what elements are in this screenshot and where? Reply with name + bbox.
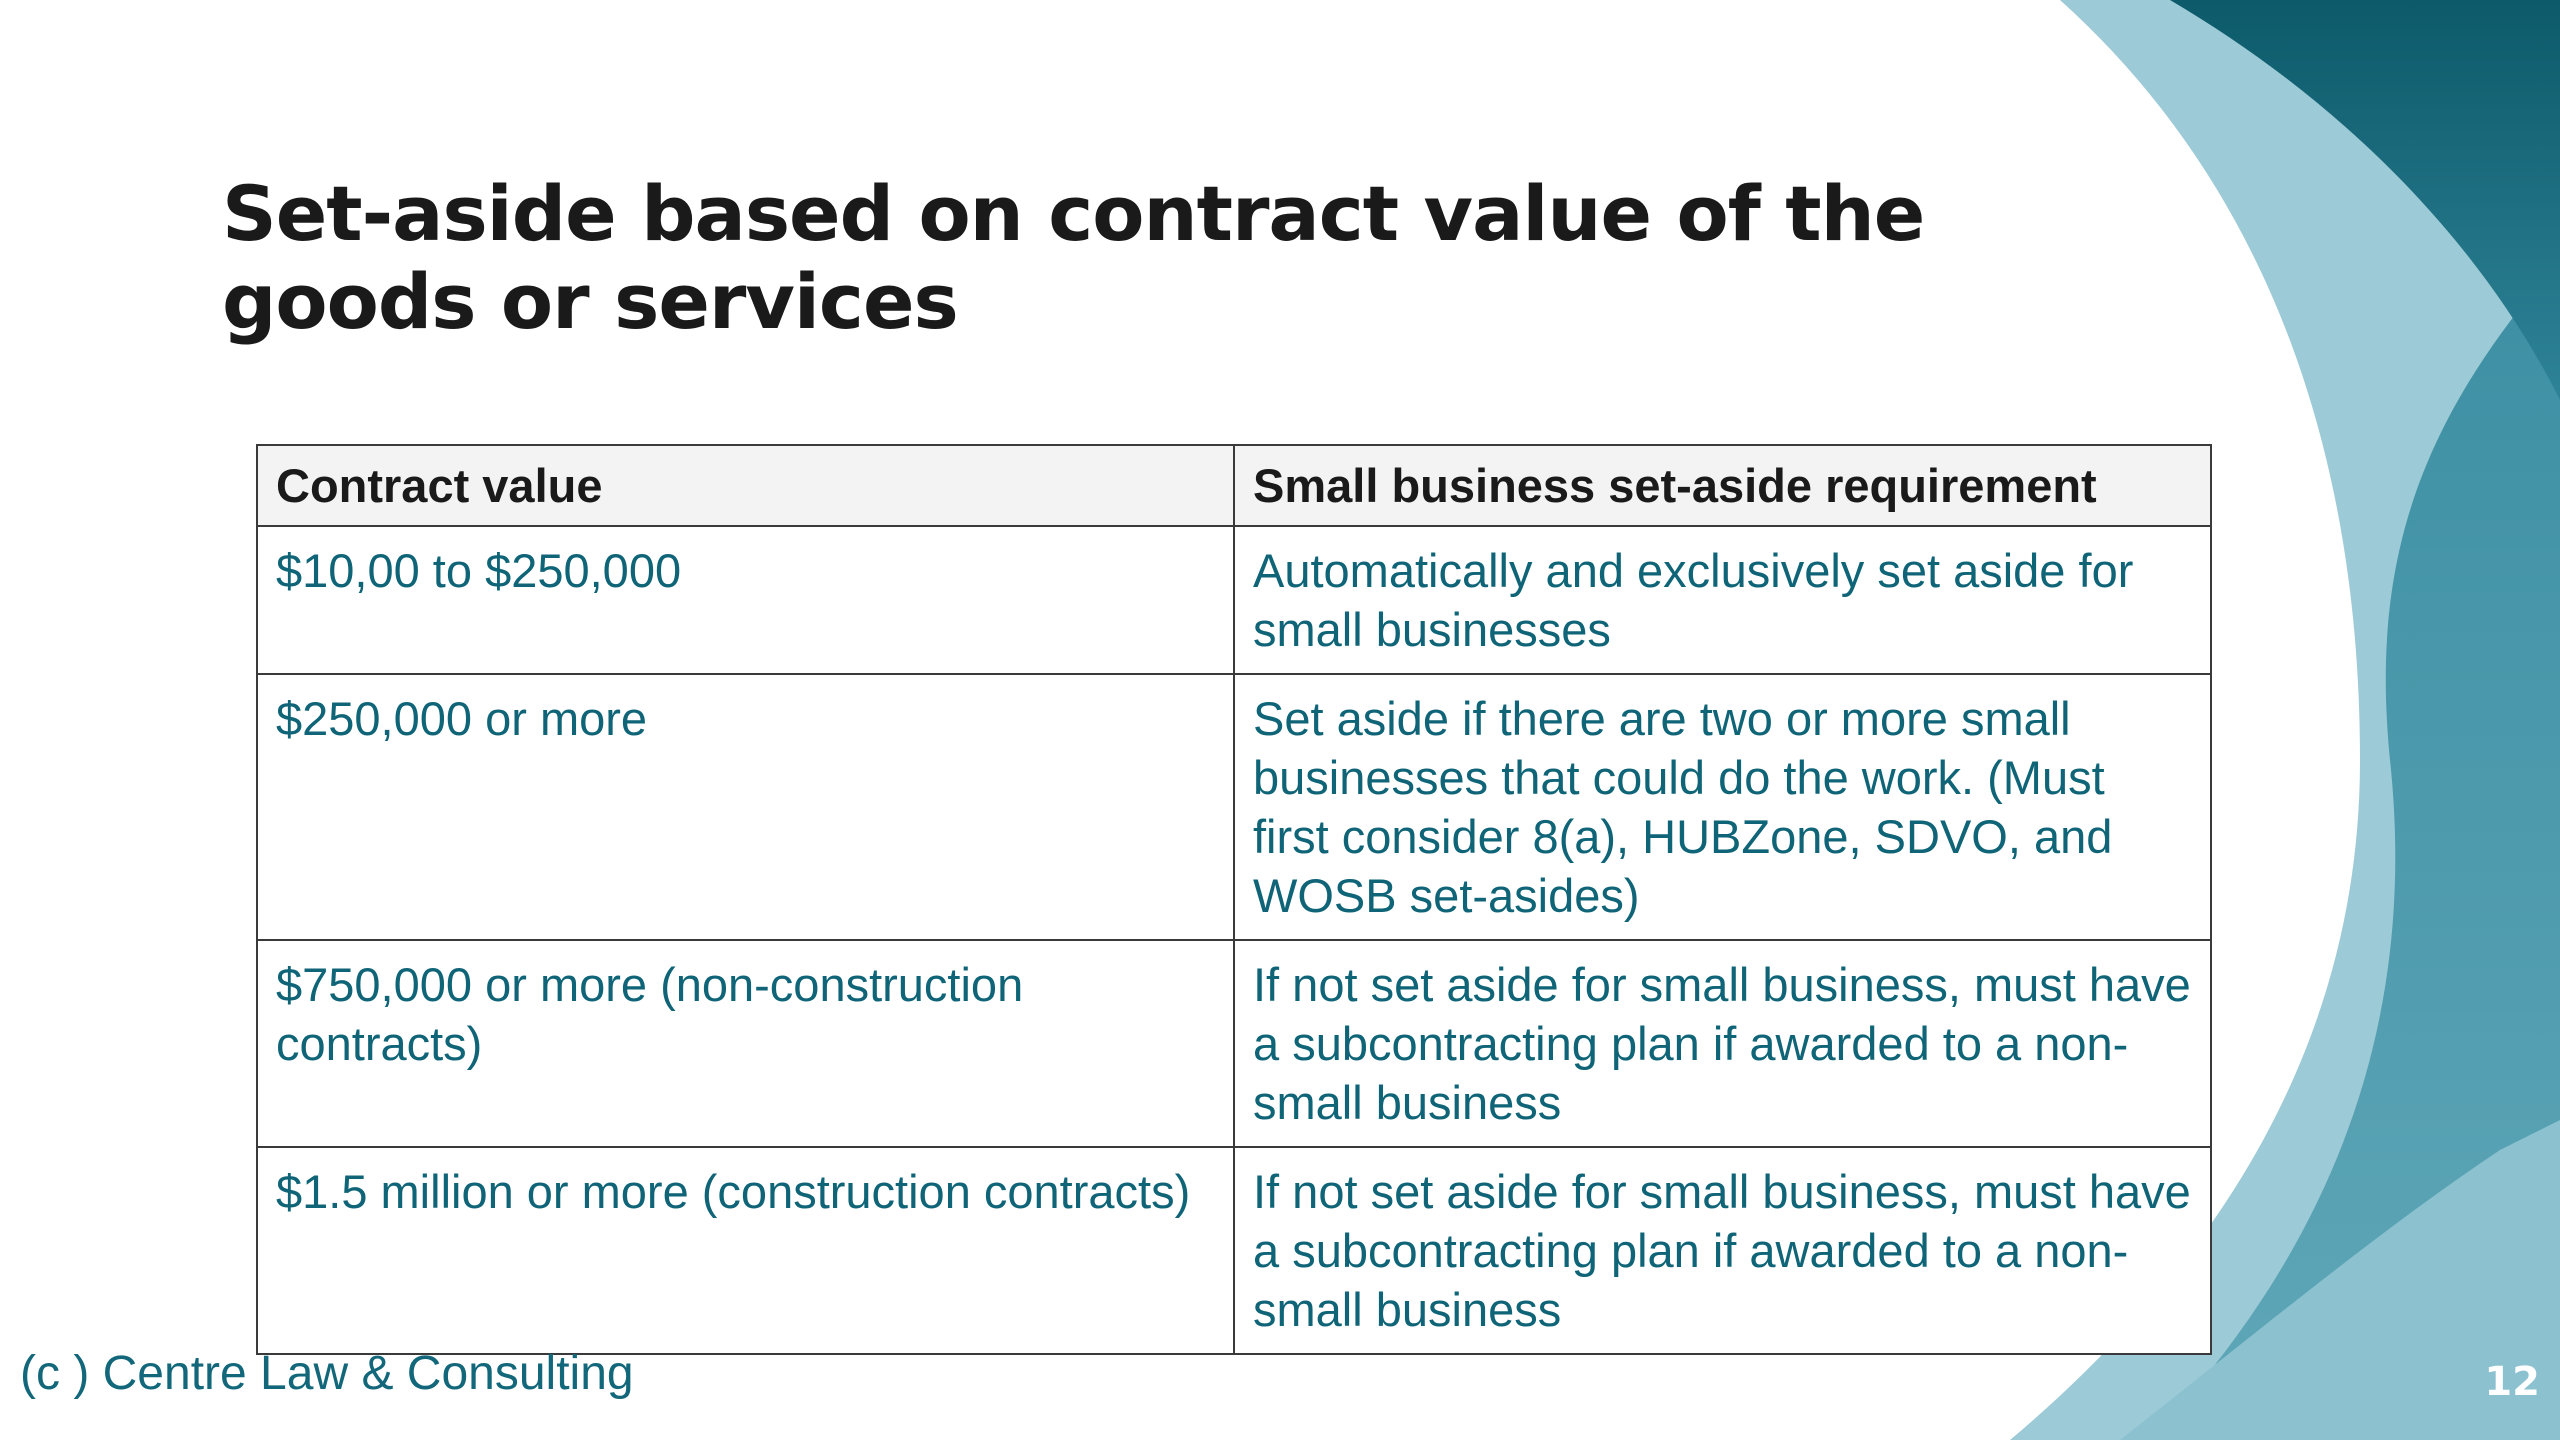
contract-value-cell: $1.5 million or more (construction contr… xyxy=(256,1146,1235,1355)
contract-value-cell: $250,000 or more xyxy=(256,673,1235,941)
table-row: $1.5 million or more (construction contr… xyxy=(256,1146,2212,1355)
contract-value-cell: $750,000 or more (non-construction contr… xyxy=(256,939,1235,1148)
requirement-cell: Set aside if there are two or more small… xyxy=(1233,673,2212,941)
wave-dark-band xyxy=(2170,0,2560,400)
page-number: 12 xyxy=(2484,1359,2540,1405)
column-header-contract-value: Contract value xyxy=(256,444,1235,527)
column-header-requirement: Small business set-aside requirement xyxy=(1233,444,2212,527)
slide-title: Set-aside based on contract value of the… xyxy=(222,169,1925,346)
table-row: $10,00 to $250,000 Automatically and exc… xyxy=(256,525,2212,675)
set-aside-table: Contract value Small business set-aside … xyxy=(256,444,2212,1355)
footer-copyright: (c ) Centre Law & Consulting xyxy=(20,1347,634,1400)
wave-bottom-sweep xyxy=(2120,1120,2560,1440)
requirement-cell: Automatically and exclusively set aside … xyxy=(1233,525,2212,675)
table-header-row: Contract value Small business set-aside … xyxy=(256,444,2212,527)
table-row: $750,000 or more (non-construction contr… xyxy=(256,939,2212,1148)
requirement-cell: If not set aside for small business, mus… xyxy=(1233,1146,2212,1355)
contract-value-cell: $10,00 to $250,000 xyxy=(256,525,1235,675)
wave-mid-band xyxy=(2150,260,2560,1440)
requirement-cell: If not set aside for small business, mus… xyxy=(1233,939,2212,1148)
table-row: $250,000 or more Set aside if there are … xyxy=(256,673,2212,941)
